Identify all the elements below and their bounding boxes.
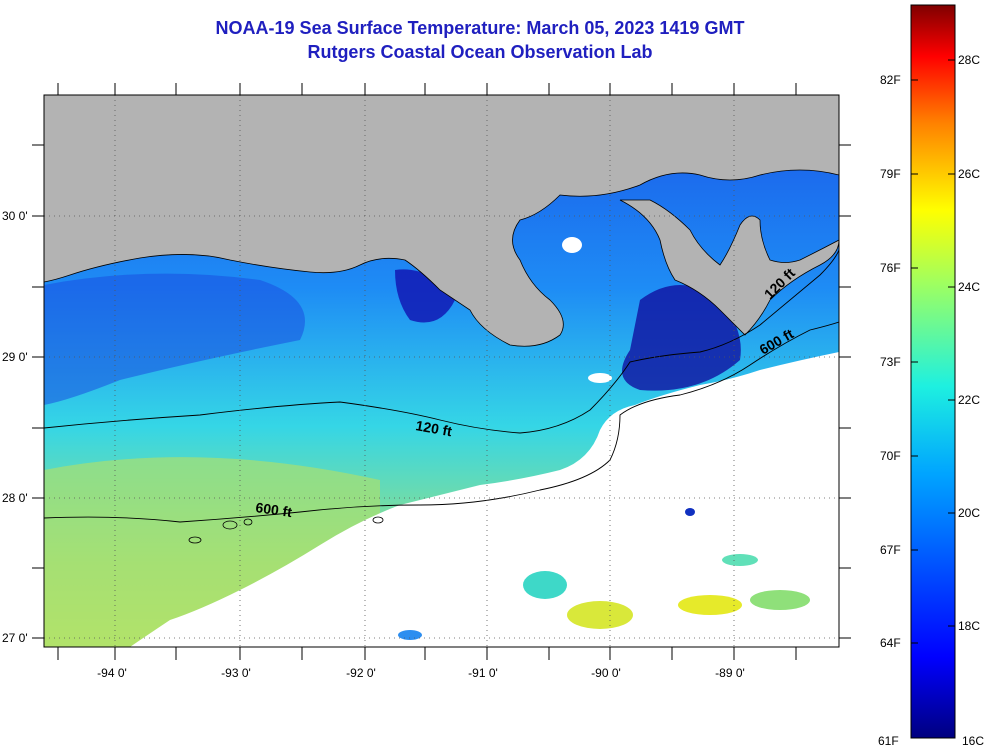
sea-patch bbox=[523, 571, 567, 599]
map-title: NOAA-19 Sea Surface Temperature: March 0… bbox=[215, 18, 745, 38]
lat-label: 27 0' bbox=[2, 631, 28, 645]
lon-label: -89 0' bbox=[715, 666, 745, 680]
contour-label: 120 ft bbox=[414, 417, 453, 439]
colorbar-label-c: 18C bbox=[958, 619, 980, 633]
lat-label: 28 0' bbox=[2, 491, 28, 505]
bay-plume bbox=[395, 269, 455, 323]
contour-island bbox=[372, 516, 384, 524]
sea-patch bbox=[722, 554, 758, 566]
colorbar bbox=[910, 4, 956, 739]
axis-ticks bbox=[32, 83, 851, 660]
colorbar-label-f: 70F bbox=[880, 449, 901, 463]
colorbar-label-f: 79F bbox=[880, 167, 901, 181]
lon-label: -90 0' bbox=[591, 666, 621, 680]
sea-patch bbox=[750, 590, 810, 610]
lon-label: -91 0' bbox=[468, 666, 498, 680]
colorbar-label-c: 24C bbox=[958, 280, 980, 294]
contour-island bbox=[188, 536, 202, 544]
colorbar-label-c: 22C bbox=[958, 393, 980, 407]
graticule bbox=[44, 95, 839, 647]
contour-island bbox=[222, 520, 238, 530]
colorbar-ticks bbox=[911, 59, 955, 644]
colorbar-label-c: 26C bbox=[958, 167, 980, 181]
colorbar-label-c: 16C bbox=[962, 734, 984, 748]
land-mass bbox=[44, 95, 839, 347]
colorbar-label-f: 64F bbox=[880, 636, 901, 650]
cool-water-patch bbox=[44, 273, 305, 405]
sea-patch bbox=[685, 508, 695, 516]
contour-island bbox=[243, 518, 253, 526]
sea-patch bbox=[678, 595, 742, 615]
contour-600ft bbox=[44, 321, 839, 523]
river-plume bbox=[622, 285, 741, 391]
cloud-patch bbox=[588, 373, 612, 383]
colorbar-label-c: 20C bbox=[958, 506, 980, 520]
colorbar-label-f: 76F bbox=[880, 261, 901, 275]
colorbar-label-f: 61F bbox=[878, 734, 899, 748]
colorbar-label-f: 73F bbox=[880, 355, 901, 369]
colorbar-label-c: 28C bbox=[958, 53, 980, 67]
colorbar-label-f: 82F bbox=[880, 73, 901, 87]
lon-label: -94 0' bbox=[97, 666, 127, 680]
sea-patch bbox=[398, 630, 422, 640]
map-frame bbox=[43, 94, 840, 648]
cloud-cover bbox=[130, 352, 839, 647]
lon-label: -93 0' bbox=[221, 666, 251, 680]
lat-label: 29 0' bbox=[2, 350, 28, 364]
sea-patch bbox=[567, 601, 633, 629]
colorbar-label-f: 67F bbox=[880, 543, 901, 557]
lon-label: -92 0' bbox=[346, 666, 376, 680]
cloud-patch bbox=[562, 237, 582, 253]
lat-label: 30 0' bbox=[2, 209, 28, 223]
contour-label: 600 ft bbox=[255, 499, 294, 520]
contour-120ft bbox=[44, 249, 839, 434]
map-subtitle: Rutgers Coastal Ocean Observation Lab bbox=[307, 42, 653, 62]
